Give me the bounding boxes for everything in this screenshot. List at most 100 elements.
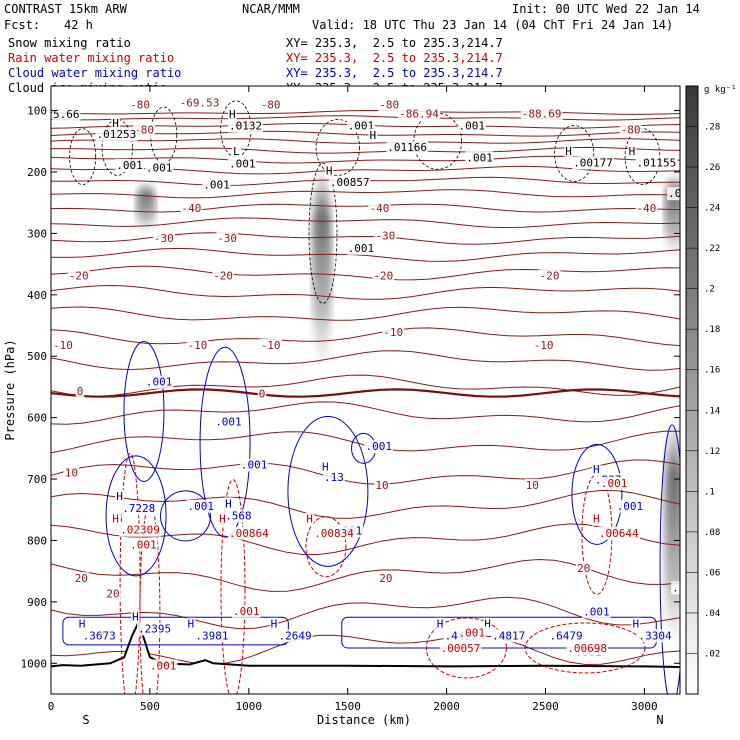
snow-maximum-2	[664, 171, 680, 258]
rain-water-contour-6	[524, 622, 646, 674]
colorbar-tick-label-4: .1	[704, 487, 715, 497]
colorbar-unit: g kg⁻¹	[704, 85, 737, 95]
cloud-water-label-29: H	[633, 618, 640, 631]
colorbar-tick-label-0: .02	[704, 649, 720, 659]
isotherm-10	[51, 203, 680, 213]
cloud-water-contour-4	[287, 415, 369, 567]
temperature-label-16: -20	[373, 270, 393, 283]
temperature-label-bg-13	[374, 229, 397, 243]
temperature-label-6: -88.69	[522, 107, 562, 120]
snow-label-bg-3	[228, 119, 264, 133]
ice-contour-1	[101, 119, 133, 176]
forecast-hour: 42 h	[64, 18, 93, 32]
isotherm-20	[51, 401, 680, 425]
snow-label-bg-10	[144, 161, 174, 175]
init-time: Init: 00 UTC Wed 22 Jan 14	[512, 2, 700, 16]
cloud-water-label-9: .7228	[122, 502, 155, 515]
colorbar	[685, 85, 699, 695]
snow-label-bg-16	[465, 151, 494, 165]
cloud-water-label-bg-29	[631, 617, 641, 631]
rain-label-0: H	[112, 513, 119, 526]
cloud-water-label-20: H	[188, 618, 195, 631]
temperature-label-28: 20	[75, 572, 88, 585]
rain-label-bg-12	[566, 642, 609, 656]
x-tick-label-6: 3000	[631, 700, 658, 713]
snow-label-14: H	[326, 164, 333, 177]
temperature-label-3: -80	[379, 99, 399, 112]
snow-label-12: L	[233, 145, 240, 158]
temperature-label-bg-5	[398, 107, 441, 121]
temperature-label-0: -80	[130, 99, 150, 112]
snow-label-bg-2	[111, 117, 120, 131]
temperature-label-bg-19	[186, 338, 209, 352]
cloud-water-label-bg-2	[364, 440, 393, 454]
temperature-label-1: -69.53	[180, 96, 220, 109]
temperature-label-bg-26	[374, 478, 390, 492]
colorbar-ticks: .02 .04 .06 .08 .1 .12 .14 .16 .18 .2 .22 .24 .26 .28	[686, 123, 720, 659]
temperature-label-bg-4	[619, 123, 642, 137]
colorbar-tick-label-13: .28	[704, 123, 720, 133]
colorbar-tick-label-12: .26	[704, 163, 720, 173]
field-name-rain: Rain water mixing ratio	[8, 51, 175, 65]
cloud-water-label-bg-24	[435, 617, 445, 631]
colorbar-tick-label-7: .16	[704, 366, 720, 376]
snow-label-bg-6	[457, 119, 486, 133]
temperature-label-bg-27	[524, 478, 540, 492]
temperature-label-bg-0	[129, 98, 151, 112]
rain-label-9: H	[593, 513, 600, 526]
cloud-water-label-bg-7	[323, 470, 345, 484]
model-title: CONTRAST 15km ARW	[4, 2, 127, 16]
rain-label-bg-8	[599, 477, 629, 490]
y-tick-label-5: 600	[27, 412, 47, 425]
colorbar-tick-label-5: .12	[704, 447, 720, 457]
temperature-label-bg-21	[382, 326, 405, 339]
rain-label-4: .00864	[229, 527, 269, 540]
colorbar-tick-label-6: .14	[704, 406, 720, 416]
snow-label-bg-9	[115, 158, 144, 172]
rain-label-3: H	[219, 513, 226, 526]
temperature-label-bg-16	[372, 269, 395, 283]
temperature-label-21: -10	[383, 326, 403, 339]
isotherm-1	[51, 115, 680, 121]
colorbar-tick-label-1: .04	[704, 609, 720, 619]
y-tick-label-9: 1000	[21, 657, 48, 670]
snow-label-10: .001	[146, 161, 173, 174]
temperature-label-13: -30	[375, 230, 395, 243]
temperature-label-bg-17	[538, 269, 561, 283]
temperature-label-bg-10	[635, 201, 658, 215]
cloud-water-label-bg-28	[548, 629, 584, 643]
snow-label-bg-22	[346, 241, 376, 255]
cloud-water-label-bg-26	[483, 617, 492, 631]
temperature-label-bg-11	[152, 232, 175, 245]
rain-water-contour-2	[220, 479, 246, 694]
isotherm-0	[51, 109, 680, 115]
y-tick-label-7: 800	[27, 534, 47, 547]
snow-label-0: 5.66	[53, 108, 80, 121]
snow-label-16: .001	[466, 152, 493, 165]
cloud-water-label-bg-0	[144, 375, 174, 389]
snow-label-13: .001	[229, 158, 256, 171]
rain-label-bg-14	[148, 659, 178, 673]
snow-label-bg-21	[667, 187, 680, 201]
temperature-label-2: -80	[261, 99, 281, 112]
temperature-label-bg-15	[212, 269, 235, 283]
colorbar-tick-label-11: .24	[704, 204, 720, 214]
temperature-label-bg-23	[75, 384, 85, 398]
snow-label-bg-5	[346, 119, 376, 133]
cloud-water-label-bg-19	[137, 622, 173, 636]
freezing-level-line	[51, 388, 680, 398]
cloud-water-label-bg-16	[77, 617, 87, 631]
temperature-label-bg-30	[378, 572, 394, 586]
cloud-water-label-2: .001	[366, 440, 393, 453]
cloud-water-label-3: .001	[241, 459, 268, 472]
x-tick-label-0: 0	[48, 700, 55, 713]
snow-label-bg-19	[627, 144, 637, 158]
colorbar-tick-label-8: .18	[704, 325, 720, 335]
cloud-water-contour-2	[105, 455, 167, 577]
rain-water-contour-5	[425, 617, 507, 679]
snow-label-18: .00177	[573, 157, 613, 170]
temperature-label-20: -10	[261, 339, 281, 352]
axes: 0 500 1000 1500 2000 2500 30001002003004005006…	[21, 86, 680, 713]
cloud-water-label-23: .2649	[279, 629, 312, 642]
cloud-water-label-24: H	[437, 618, 444, 631]
